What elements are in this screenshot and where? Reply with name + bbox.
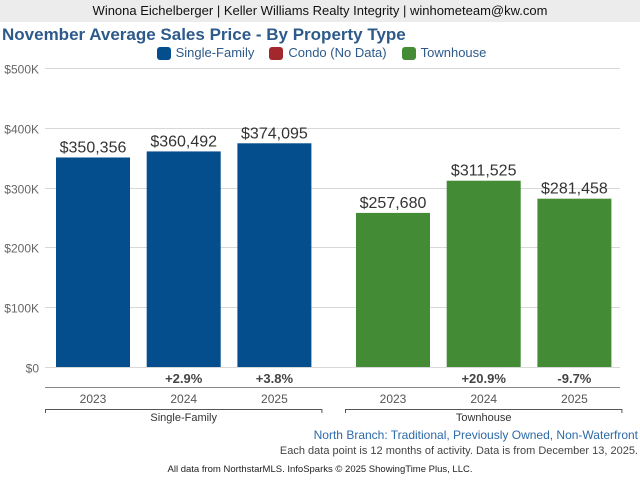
legend-label-condo: Condo (No Data) — [288, 45, 387, 60]
data-label: $350,356 — [60, 139, 127, 156]
change-label: +20.9% — [461, 371, 506, 386]
legend-item-single-family[interactable]: Single-Family — [156, 45, 255, 61]
y-tick-label: $0 — [26, 362, 40, 376]
group-bracket — [45, 409, 323, 413]
data-note: Each data point is 12 months of activity… — [279, 445, 638, 457]
legend-swatch-townhouse — [401, 46, 416, 60]
bar — [446, 180, 521, 367]
y-tick-label: $300K — [4, 183, 39, 197]
data-label: $281,458 — [541, 181, 608, 198]
y-tick-label: $500K — [4, 63, 39, 77]
x-tick-label: 2025 — [561, 392, 588, 406]
change-label: +3.8% — [256, 371, 294, 386]
x-tick-label: 2023 — [380, 392, 407, 406]
x-tick-label: 2023 — [80, 392, 107, 406]
legend-swatch-condo — [269, 46, 284, 60]
y-tick-label: $400K — [4, 123, 39, 137]
data-label: $374,095 — [241, 125, 308, 142]
y-tick-label: $200K — [4, 242, 39, 256]
x-tick-label: 2025 — [261, 392, 288, 406]
y-tick-label: $100K — [4, 302, 39, 316]
bar — [56, 157, 130, 367]
bar — [537, 198, 612, 367]
bar-chart: $0 $100K $200K $300K $400K $500K $350,356 2023 $… — [4, 63, 623, 424]
data-label: $360,492 — [150, 133, 217, 150]
group-label: Single-Family — [150, 412, 217, 424]
legend-item-condo[interactable]: Condo (No Data) — [269, 45, 387, 61]
source-credit: All data from NorthstarMLS. InfoSparks ©… — [167, 464, 473, 475]
bar — [237, 143, 312, 367]
chart-legend: Single-Family Condo (No Data) Townhouse — [0, 45, 640, 61]
data-label: $257,680 — [360, 195, 427, 212]
x-tick-label: 2024 — [170, 392, 197, 406]
change-label: -9.7% — [557, 371, 591, 386]
filter-description: North Branch: Traditional, Previously Ow… — [313, 428, 638, 442]
group-bracket — [345, 409, 623, 413]
change-label: +2.9% — [165, 371, 203, 386]
data-label: $311,525 — [451, 163, 517, 180]
chart-title: November Average Sales Price - By Proper… — [2, 25, 406, 44]
bar — [146, 151, 221, 367]
agent-info-text: Winona Eichelberger | Keller Williams Re… — [92, 3, 548, 18]
legend-label-townhouse: Townhouse — [420, 45, 487, 60]
agent-info-bar: Winona Eichelberger | Keller Williams Re… — [0, 0, 640, 22]
legend-label-single-family: Single-Family — [175, 45, 255, 60]
x-tick-label: 2024 — [470, 392, 497, 406]
group-label: Townhouse — [456, 412, 512, 424]
legend-item-townhouse[interactable]: Townhouse — [401, 45, 487, 61]
legend-swatch-single-family — [156, 46, 171, 60]
bar — [356, 212, 430, 367]
